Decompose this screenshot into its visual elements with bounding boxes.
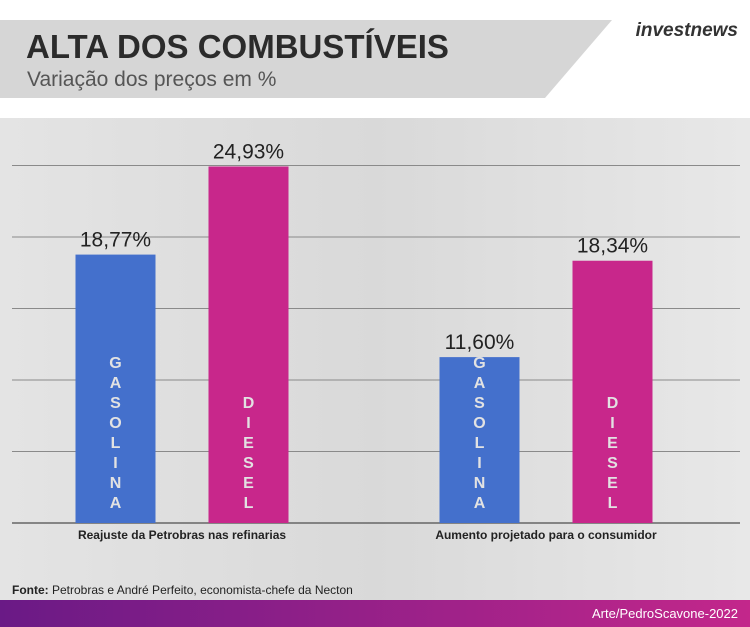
credit: Arte/PedroScavone-2022 [592, 606, 738, 621]
bar [208, 166, 289, 523]
chart-title: ALTA DOS COMBUSTÍVEIS [26, 28, 449, 65]
source: Fonte: Petrobras e André Perfeito, econo… [12, 583, 353, 597]
source-label: Fonte: [12, 583, 49, 597]
x-tick-label: Aumento projetado para o consumidor [435, 528, 657, 542]
value-label: 11,60% [445, 331, 515, 354]
logo: investnews [636, 20, 738, 41]
title-band [0, 20, 612, 98]
bar-series-name: DIESEL [604, 395, 621, 515]
bar-series-name: GASOLINA [107, 355, 124, 515]
bar [572, 260, 653, 523]
value-label: 18,77% [80, 229, 151, 252]
bar-series-name: GASOLINA [471, 355, 488, 515]
bar [75, 254, 156, 524]
value-label: 24,93% [213, 141, 284, 164]
x-tick-label: Reajuste da Petrobras nas refinarias [78, 528, 286, 542]
footer-band [0, 600, 750, 627]
chart-subtitle: Variação dos preços em % [27, 68, 276, 91]
source-text: Petrobras e André Perfeito, economista-c… [52, 583, 353, 597]
bar [439, 357, 520, 523]
bar-series-name: DIESEL [240, 395, 257, 515]
value-label: 18,34% [577, 235, 648, 258]
